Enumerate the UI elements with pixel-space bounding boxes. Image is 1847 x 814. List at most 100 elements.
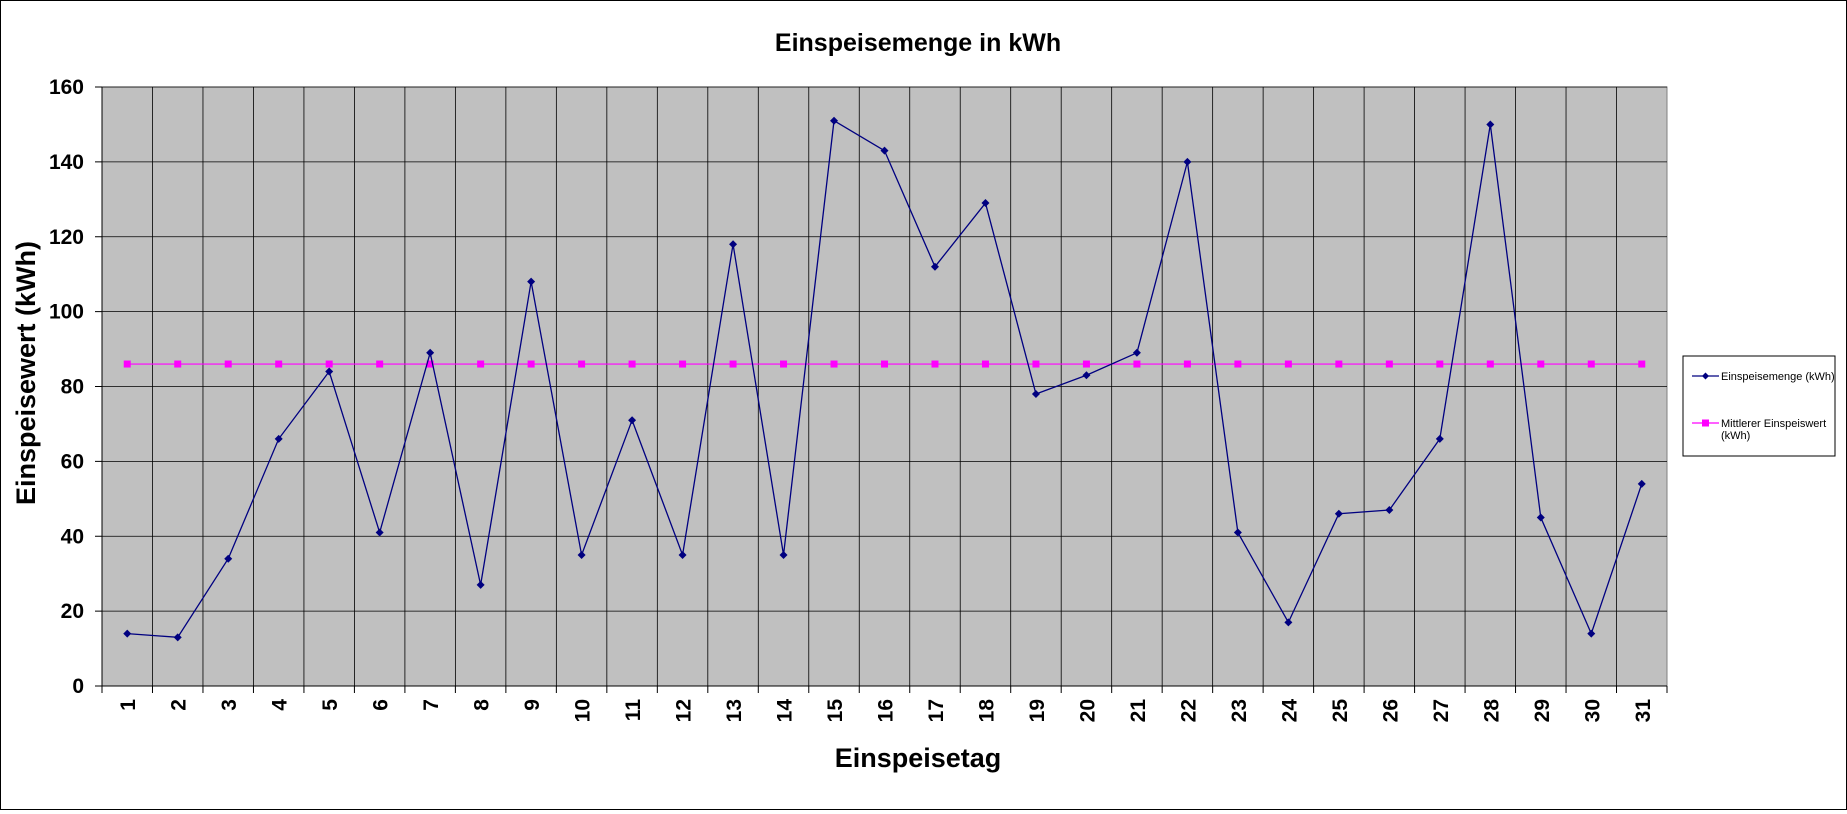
x-tick-label: 21 <box>1127 699 1150 723</box>
data-point-marker <box>780 360 788 368</box>
x-tick-label: 13 <box>723 699 746 722</box>
data-point-marker <box>224 360 232 368</box>
data-point-marker <box>830 360 838 368</box>
x-tick-label: 7 <box>420 699 443 711</box>
data-point-marker <box>1587 629 1596 638</box>
x-tick-label: 27 <box>1430 699 1453 722</box>
data-point-marker <box>1031 389 1040 398</box>
x-tick-label: 16 <box>875 699 898 722</box>
x-tick-label: 1 <box>117 699 140 711</box>
x-tick-label: 26 <box>1379 699 1402 722</box>
x-tick-label: 20 <box>1076 699 1099 722</box>
data-point-marker <box>1335 360 1343 368</box>
x-tick-labels: 1 2 3 4 5 6 7 8 9 10 11 12 13 14 15 16 17 18 19 20 21 22 23 24 2… <box>117 699 1655 723</box>
data-point-marker <box>1082 371 1091 380</box>
y-tick-label: 40 <box>61 525 84 548</box>
data-point-marker <box>729 240 738 249</box>
data-point-marker <box>1486 120 1495 129</box>
data-point-marker <box>830 116 839 125</box>
y-tick-label: 20 <box>61 600 84 623</box>
data-point-marker <box>1133 360 1141 368</box>
data-point-marker <box>930 262 939 271</box>
y-tick-label: 80 <box>61 376 84 399</box>
data-point-marker <box>1435 434 1444 443</box>
data-point-marker <box>1638 360 1646 368</box>
data-point-marker <box>1183 360 1191 368</box>
legend-label: Mittlerer Einspeiswert <box>1721 418 1826 430</box>
data-point-marker <box>1385 360 1393 368</box>
y-tick-label: 100 <box>49 301 84 324</box>
x-tick-label: 12 <box>673 699 696 722</box>
x-tick-label: 29 <box>1531 699 1554 722</box>
data-point-marker <box>275 360 283 368</box>
data-point-marker <box>729 360 737 368</box>
legend-marker <box>1702 372 1709 380</box>
x-tick-label: 30 <box>1581 699 1604 722</box>
data-point-marker <box>881 360 888 368</box>
data-point-marker <box>1233 528 1242 537</box>
data-point-marker <box>375 528 384 537</box>
data-point-marker <box>880 146 889 155</box>
data-point-marker <box>1032 360 1040 368</box>
data-point-marker <box>477 360 485 368</box>
data-point-marker <box>1284 360 1292 368</box>
data-point-marker <box>325 360 333 368</box>
series-layer <box>123 116 1646 642</box>
legend: Einspeisemenge (kWh) Mittlerer Einspeiswe… <box>1682 355 1836 457</box>
data-point-marker <box>577 550 586 559</box>
data-point-marker <box>1234 360 1242 368</box>
data-point-marker <box>1385 506 1394 515</box>
x-axis-title: Einspeisetag <box>835 743 1002 773</box>
x-tick-label: 11 <box>622 699 645 722</box>
x-tick-label: 18 <box>975 699 998 723</box>
legend-marker <box>1702 419 1709 427</box>
data-point-marker <box>1537 360 1545 368</box>
data-point-marker <box>527 277 536 286</box>
x-tick-label: 14 <box>774 699 797 723</box>
y-axis-title: Einspeisewert (kWh) <box>11 241 41 505</box>
data-point-marker <box>1436 360 1444 368</box>
y-tick-label: 160 <box>49 76 84 99</box>
data-point-marker <box>527 360 535 368</box>
data-point-marker <box>931 360 939 368</box>
axes <box>95 86 1668 693</box>
data-point-marker <box>426 360 434 368</box>
data-point-marker <box>628 416 637 425</box>
legend-label: (kWh) <box>1721 430 1750 442</box>
data-point-marker <box>1334 509 1343 518</box>
legend-box <box>1682 355 1836 457</box>
x-tick-label: 25 <box>1329 699 1352 723</box>
data-point-marker <box>274 434 283 443</box>
legend-label: Einspeisemenge (kWh) <box>1721 371 1835 383</box>
x-tick-label: 2 <box>168 699 191 711</box>
data-point-marker <box>123 360 131 368</box>
data-point-marker <box>578 360 586 368</box>
data-point-marker <box>779 550 788 559</box>
data-point-marker <box>1587 360 1595 368</box>
x-tick-label: 4 <box>269 699 292 711</box>
data-point-marker <box>1082 360 1090 368</box>
x-tick-label: 10 <box>572 699 595 722</box>
data-point-marker <box>376 360 384 368</box>
data-point-marker <box>981 360 989 368</box>
x-tick-label: 3 <box>218 699 241 711</box>
chart-title: Einspeisemenge in kWh <box>775 29 1061 57</box>
x-tick-label: 15 <box>824 699 847 723</box>
data-point-marker <box>224 554 233 563</box>
data-point-marker <box>1536 513 1545 522</box>
x-tick-label: 23 <box>1228 699 1251 722</box>
data-point-marker <box>678 550 687 559</box>
x-tick-label: 31 <box>1632 699 1655 723</box>
x-tick-label: 19 <box>1026 699 1049 722</box>
data-point-marker <box>1183 157 1192 166</box>
x-tick-label: 17 <box>925 699 948 722</box>
x-tick-label: 9 <box>521 699 544 711</box>
x-tick-label: 28 <box>1480 699 1503 723</box>
y-tick-label: 120 <box>49 226 84 249</box>
data-point-marker <box>476 580 485 589</box>
y-tick-label: 0 <box>72 675 84 698</box>
x-tick-label: 22 <box>1177 699 1200 722</box>
data-point-marker <box>679 360 687 368</box>
data-point-marker <box>1284 618 1293 627</box>
